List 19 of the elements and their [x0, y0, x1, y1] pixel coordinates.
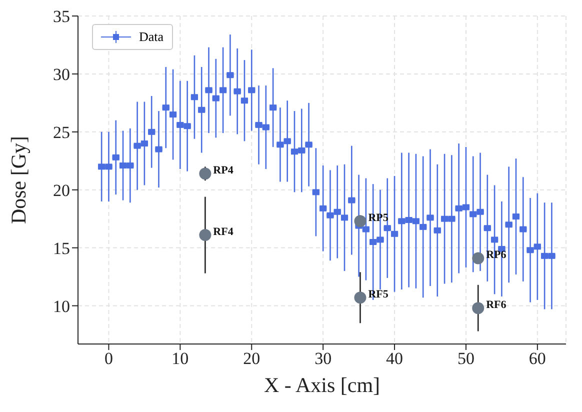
y-axis-title: Dose [Gy]	[6, 136, 30, 224]
annotation: RF6	[486, 298, 507, 311]
y-tick-label: 10	[53, 296, 70, 316]
x-tick-label: 40	[386, 349, 404, 368]
y-tick-label: 15	[53, 238, 70, 258]
x-tick-label: 30	[314, 349, 332, 368]
y-tick-label: 20	[53, 180, 70, 200]
annotation: RF4	[213, 226, 234, 238]
x-tick-label: 10	[172, 349, 189, 368]
y-tick-label: 30	[53, 64, 70, 84]
y-tick-label: 35	[53, 7, 70, 26]
x-axis-title: X - Axis [cm]	[264, 373, 380, 397]
x-tick-label: 20	[243, 349, 260, 368]
x-tick-label: 60	[528, 349, 546, 368]
annotation: RP4	[213, 164, 234, 177]
legend-label: Data	[139, 29, 164, 45]
y-tick-label: 25	[53, 122, 70, 142]
x-tick-label: 0	[104, 349, 113, 368]
x-tick-label: 50	[457, 349, 474, 368]
